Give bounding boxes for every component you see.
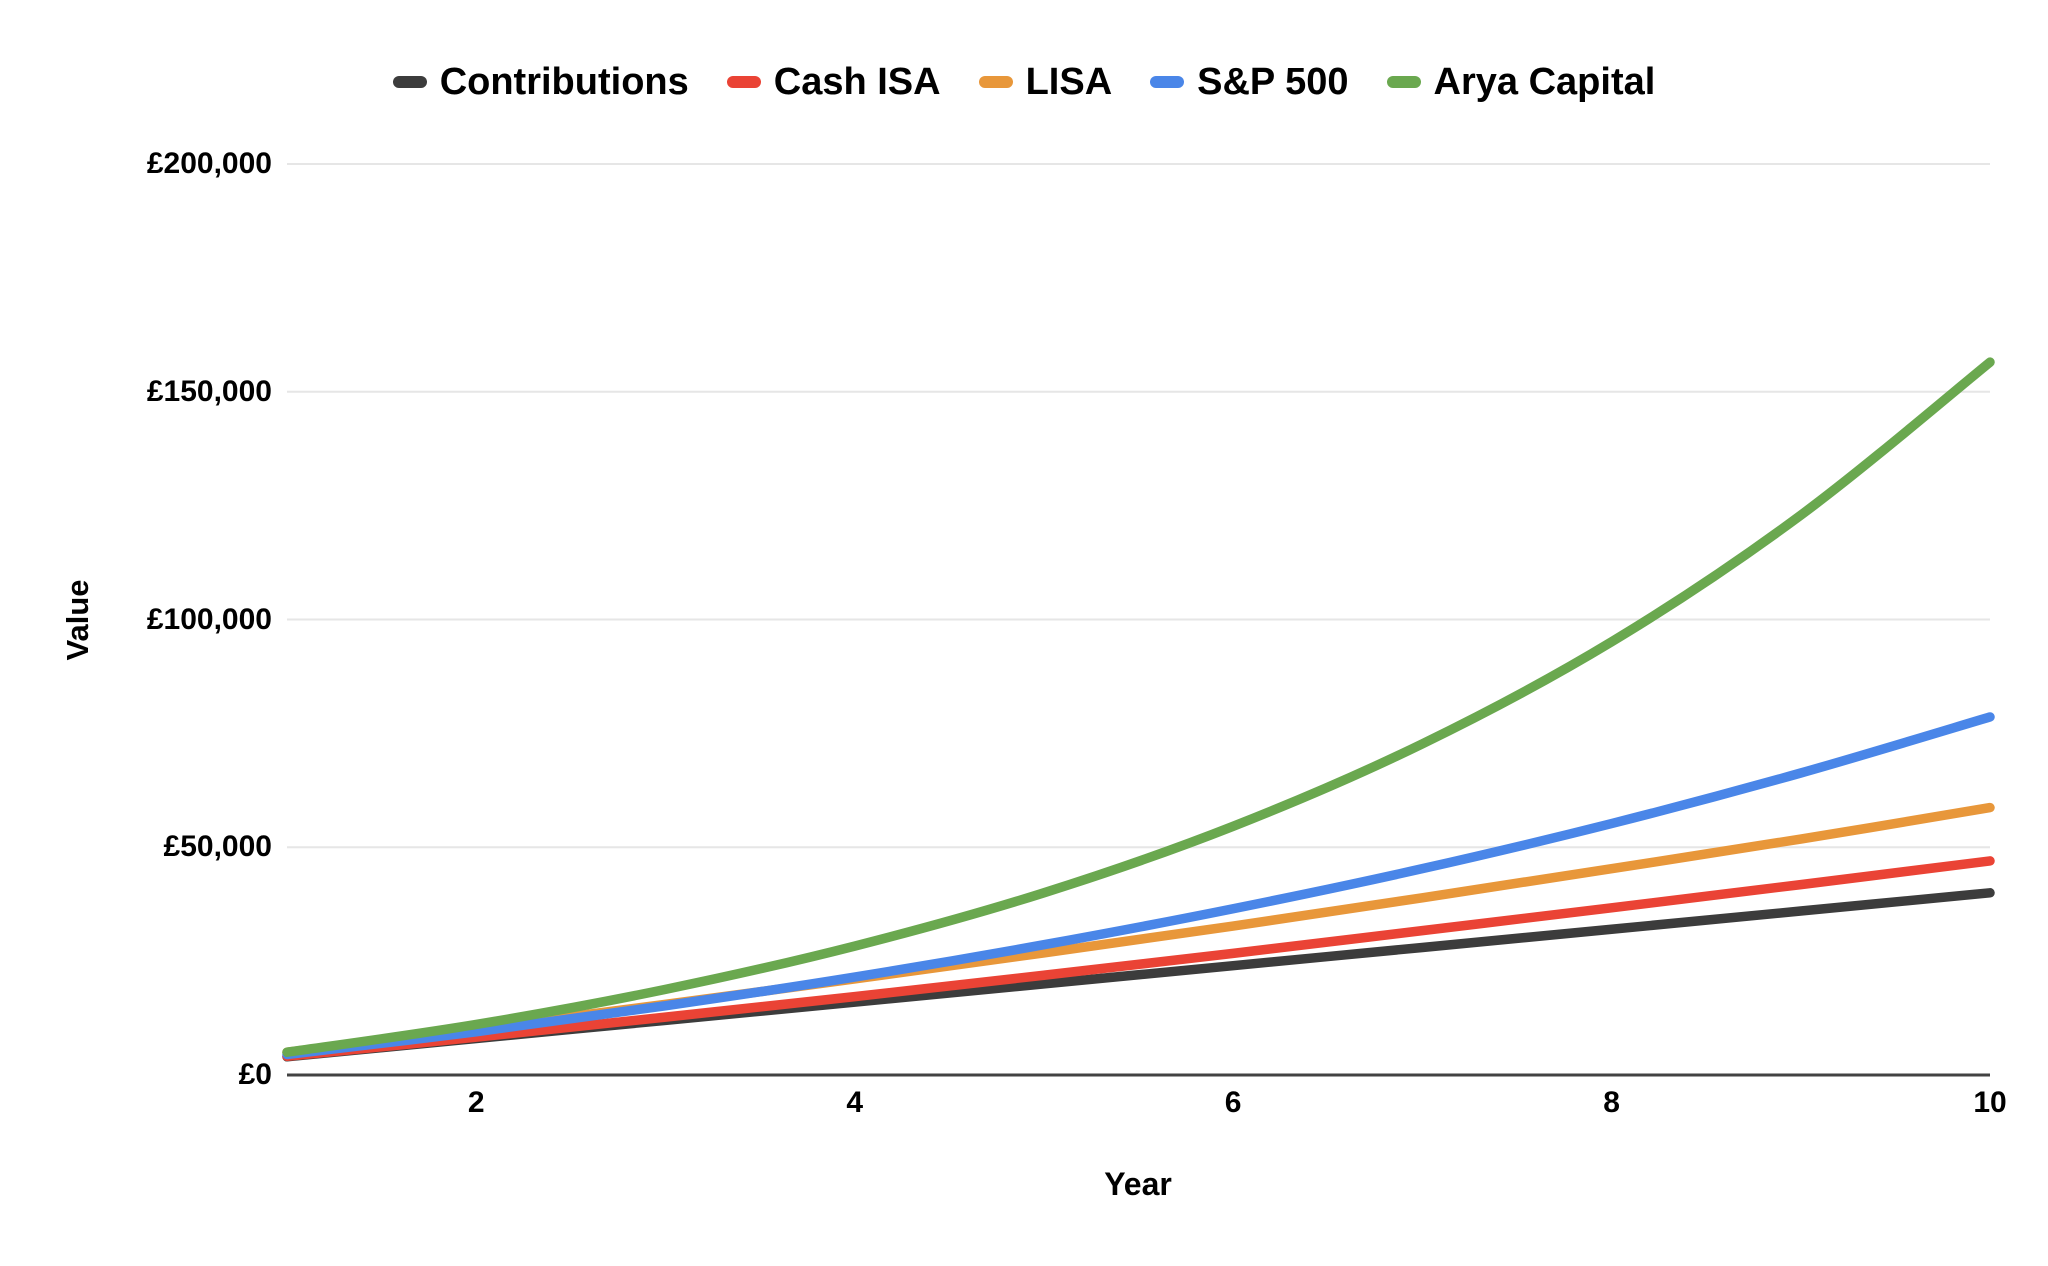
legend-item-s-p-500[interactable]: S&P 500 xyxy=(1150,60,1349,104)
y-tick-label: £50,000 xyxy=(163,830,272,864)
series-line-cash-isa xyxy=(282,856,1995,1062)
x-tick-label: 2 xyxy=(467,1086,485,1119)
legend-item-lisa[interactable]: LISA xyxy=(978,60,1113,104)
y-tick-label: £0 xyxy=(238,1058,272,1091)
x-tick-label: 8 xyxy=(1603,1086,1620,1119)
legend-label: S&P 500 xyxy=(1197,60,1349,103)
legend-label: Arya Capital xyxy=(1433,60,1656,103)
legend-label: LISA xyxy=(1025,60,1113,103)
legend-item-arya-capital[interactable]: Arya Capital xyxy=(1386,60,1656,104)
series-line-s-p-500 xyxy=(282,712,1995,1060)
x-tick-label: 6 xyxy=(1224,1086,1242,1119)
legend-swatch-contributions xyxy=(392,76,427,88)
series-line-arya-capital xyxy=(282,357,1995,1057)
x-axis-title: Year xyxy=(1104,1166,1172,1202)
y-tick-label: £150,000 xyxy=(146,374,272,408)
x-tick-label: 4 xyxy=(846,1086,863,1119)
chart-legend: Contributions Cash ISA LISA S&P 500 Arya Cap… xyxy=(0,42,2048,122)
legend-item-cash-isa[interactable]: Cash ISA xyxy=(726,60,941,104)
legend-item-contributions[interactable]: Contributions xyxy=(392,60,689,104)
y-tick-label: £200,000 xyxy=(146,147,272,180)
legend-swatch-lisa xyxy=(978,76,1013,88)
y-axis-title: Value xyxy=(60,579,95,661)
y-tick-label: £100,000 xyxy=(146,602,272,636)
legend-label: Contributions xyxy=(439,60,689,103)
legend-label: Cash ISA xyxy=(773,60,941,103)
legend-swatch-cash-isa xyxy=(726,76,761,88)
x-tick-label: 10 xyxy=(1973,1086,2007,1119)
legend-swatch-s-p-500 xyxy=(1150,76,1185,88)
legend-swatch-arya-capital xyxy=(1386,76,1421,88)
